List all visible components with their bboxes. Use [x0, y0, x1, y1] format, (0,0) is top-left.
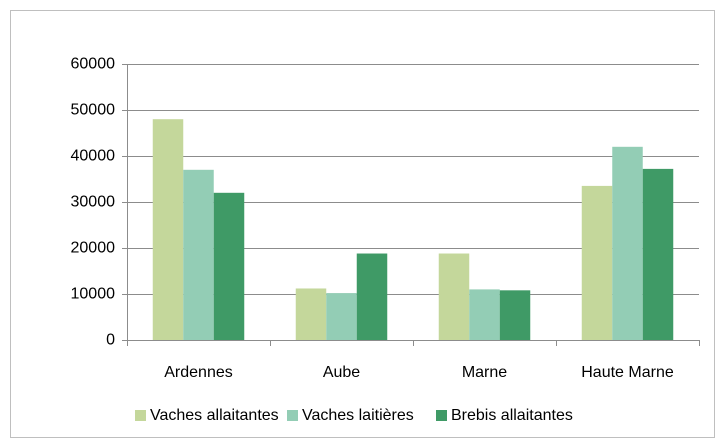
bar: [295, 288, 327, 340]
bar: [213, 192, 245, 340]
y-tick-label: 30000: [71, 194, 116, 211]
bar: [642, 168, 674, 340]
bar: [152, 119, 184, 340]
bar: [581, 185, 613, 340]
y-tick-label: 50000: [71, 102, 116, 119]
x-tick-label: Aube: [323, 364, 360, 381]
y-tick-label: 40000: [71, 148, 116, 165]
bar: [469, 289, 500, 340]
y-tick-label: 0: [106, 332, 115, 349]
y-tick-label: 10000: [71, 286, 116, 303]
x-tick-label: Marne: [462, 364, 507, 381]
legend-swatch: [287, 410, 298, 421]
bar: [326, 293, 357, 340]
y-tick-label: 20000: [71, 240, 116, 257]
bar: [356, 253, 388, 340]
legend-label: Brebis allaitantes: [451, 407, 573, 424]
legend-label: Vaches allaitantes: [150, 407, 279, 424]
legend-swatch: [436, 410, 447, 421]
bar: [499, 290, 531, 340]
y-tick-label: 60000: [71, 56, 116, 73]
bar: [612, 146, 643, 340]
x-tick-label: Ardennes: [164, 364, 233, 381]
legend-swatch: [135, 410, 146, 421]
bar: [183, 169, 214, 340]
legend-label: Vaches laitières: [302, 407, 414, 424]
x-tick-label: Haute Marne: [581, 364, 674, 381]
bar: [438, 253, 470, 340]
